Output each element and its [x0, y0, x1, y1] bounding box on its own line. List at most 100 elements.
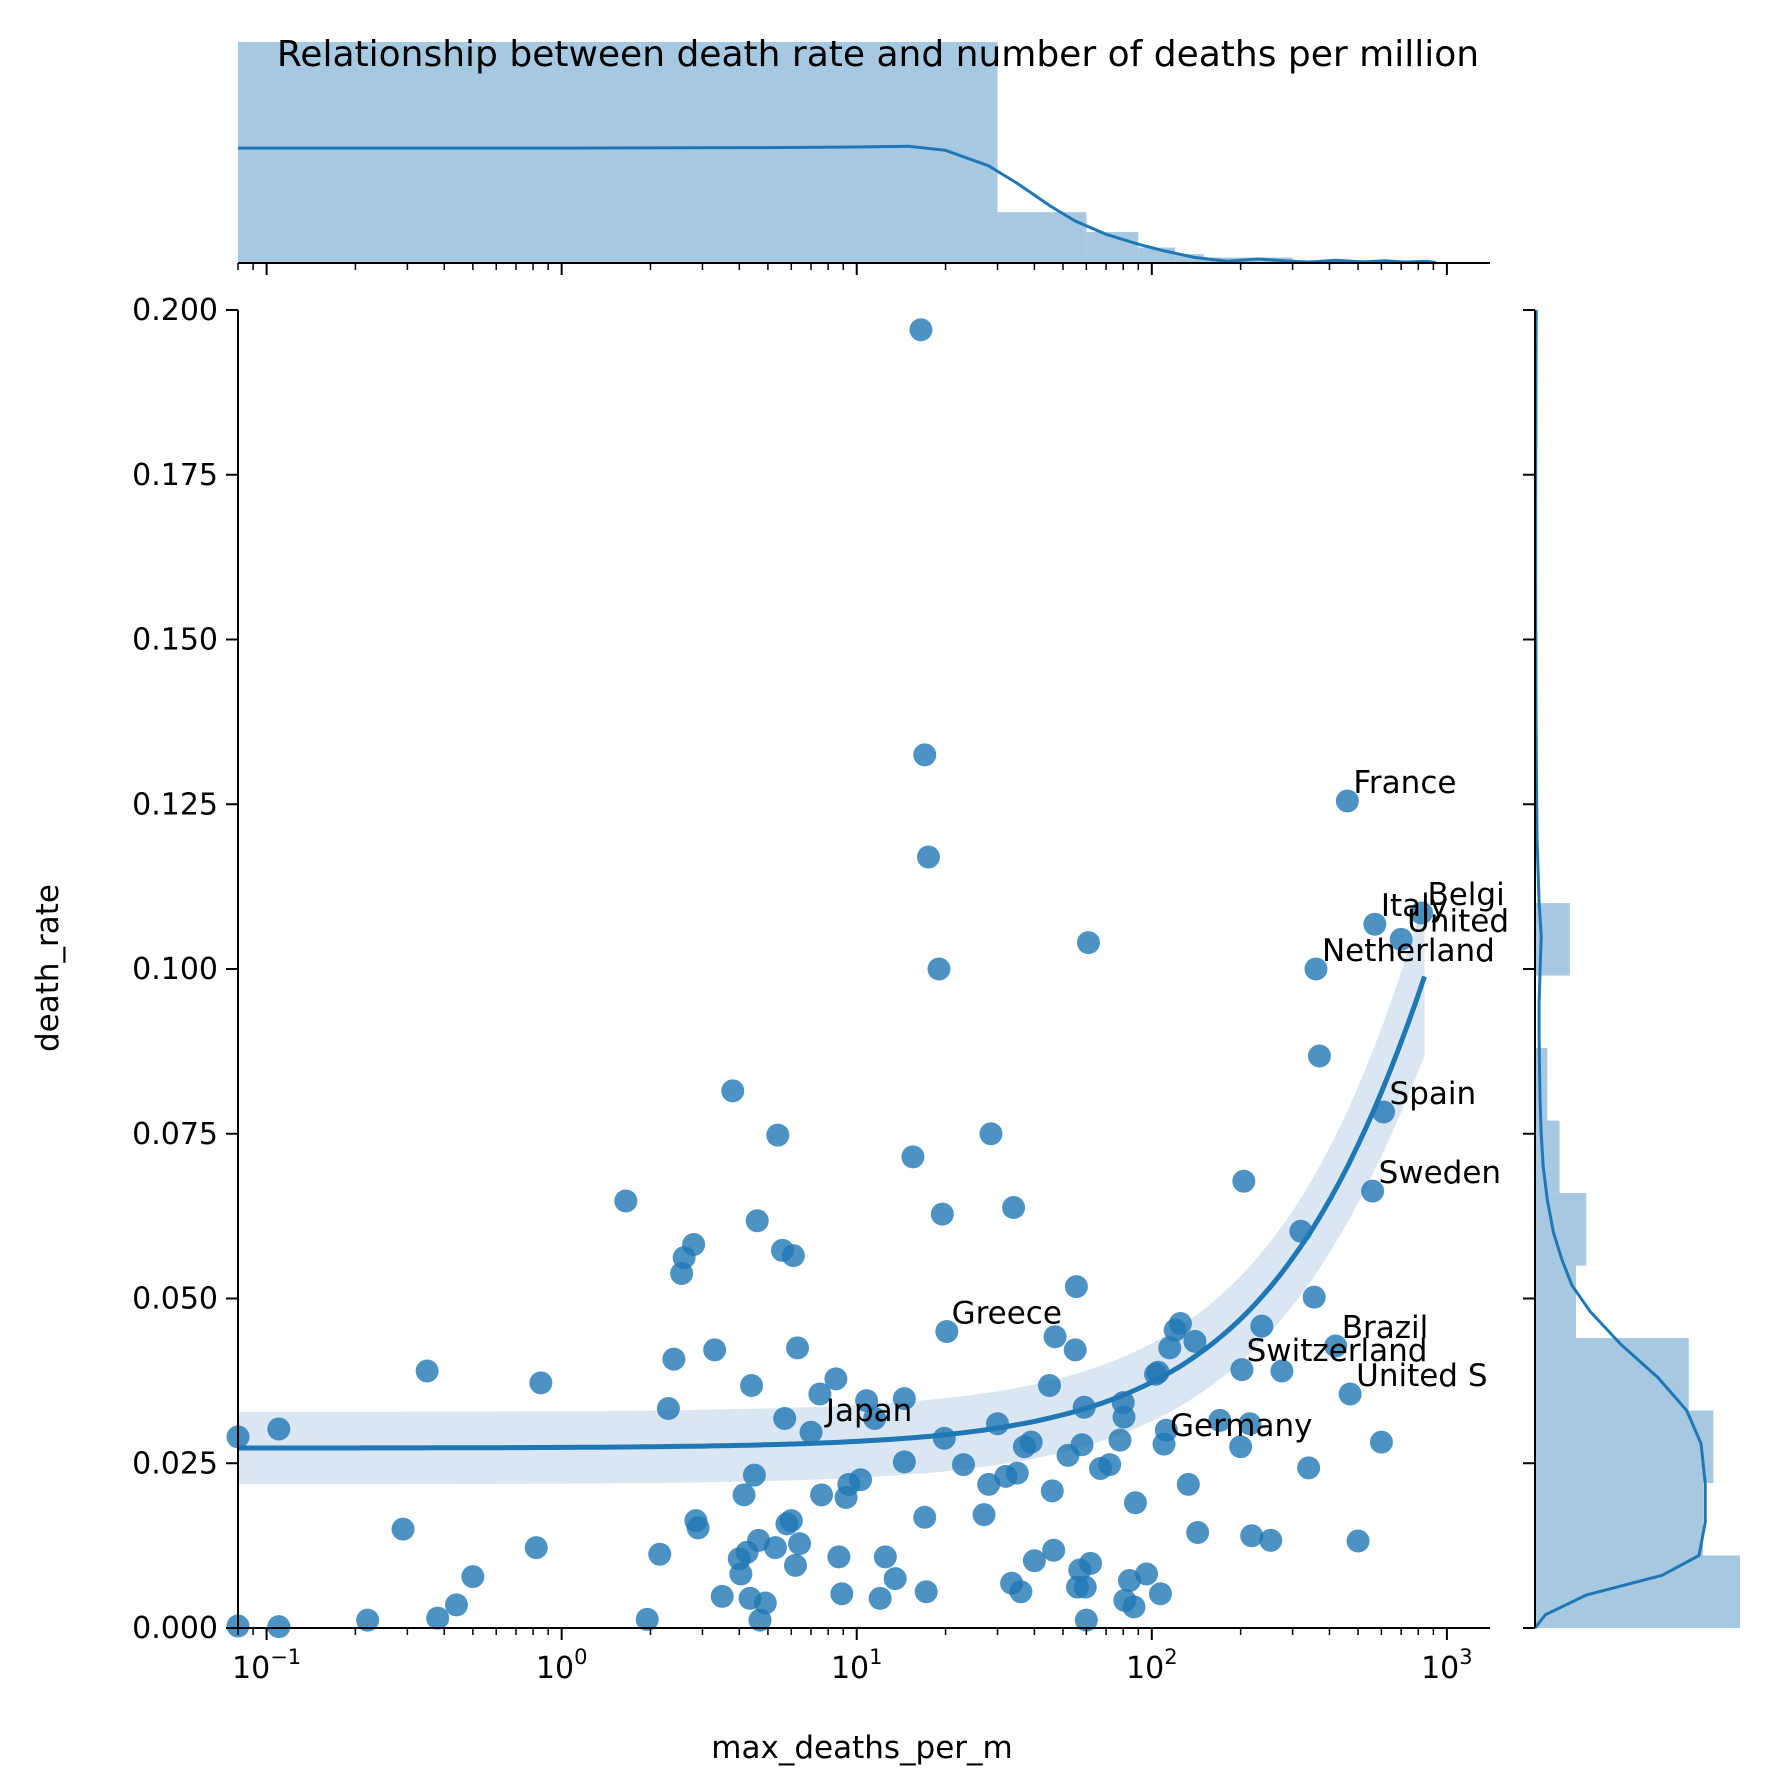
scatter-point: [1040, 1479, 1064, 1503]
scatter-point: [740, 1373, 764, 1397]
scatter-point: [1079, 1551, 1103, 1575]
scatter-point: [979, 1122, 1003, 1146]
histogram-bar: [1535, 1120, 1560, 1194]
y-tick-label: 0.175: [132, 458, 218, 493]
scatter-point: [444, 1593, 468, 1617]
scatter-point: [930, 1202, 954, 1226]
scatter-point: [656, 1397, 680, 1421]
scatter-point: [1307, 1044, 1331, 1068]
scatter-point: [827, 1545, 851, 1569]
x-tick-label: 103: [1421, 1645, 1473, 1686]
y-tick-label: 0.100: [132, 952, 218, 987]
scatter-point: [1074, 1608, 1098, 1632]
scatter-point: [524, 1536, 548, 1560]
point-label: France: [1353, 765, 1456, 801]
scatter-point: [356, 1608, 380, 1632]
scatter-point: [662, 1347, 686, 1371]
y-axis-title: death_rate: [30, 884, 66, 1052]
x-tick-label: 101: [831, 1645, 883, 1686]
point-label: Greece: [952, 1295, 1062, 1331]
scatter-point: [1063, 1338, 1087, 1362]
scatter-point: [391, 1517, 415, 1541]
chart-title: Relationship between death rate and numb…: [277, 34, 1479, 75]
scatter-point: [1259, 1528, 1283, 1552]
point-label: Sweden: [1379, 1155, 1502, 1191]
scatter-point: [426, 1606, 450, 1630]
scatter-point: [1005, 1461, 1029, 1485]
axes-group: 0.000 0.025 0.050 0.075 0.100 0.125 0.150 0.175…: [132, 262, 1536, 1686]
scatter-point: [614, 1189, 638, 1213]
scatter-point: [742, 1463, 766, 1487]
histogram-bar: [1535, 1338, 1689, 1411]
kde-curve: [238, 144, 1437, 265]
scatter-point: [753, 1591, 777, 1615]
scatter-point: [1112, 1405, 1136, 1429]
scatter-point: [783, 1553, 807, 1577]
scatter-point: [1270, 1359, 1294, 1383]
scatter-point: [913, 743, 937, 767]
histogram-bar: [997, 212, 1087, 263]
y-tick-label: 0.150: [132, 623, 218, 658]
scatter-point: [1338, 1382, 1362, 1406]
histogram-bar: [1535, 1483, 1704, 1556]
scatter-point: [901, 1145, 925, 1169]
scatter-point: [799, 1420, 823, 1444]
y-tick-label: 0.200: [132, 293, 218, 328]
scatter-point: [267, 1615, 291, 1639]
scatter-point: [1186, 1520, 1210, 1544]
y-tick-label: 0.050: [132, 1282, 218, 1317]
scatter-point: [1232, 1169, 1256, 1193]
scatter-point: [1361, 1179, 1385, 1203]
scatter-point: [786, 1336, 810, 1360]
x-axis-title: max_deaths_per_m: [711, 1730, 1012, 1766]
scatter-point: [1183, 1329, 1207, 1353]
scatter-point: [461, 1565, 485, 1589]
histogram-bar: [1175, 254, 1204, 263]
histogram-bar: [1535, 1555, 1740, 1628]
scatter-point: [951, 1453, 975, 1477]
point-label: Spain: [1390, 1076, 1477, 1112]
regression-line-group: [238, 975, 1427, 1451]
scatter-point: [1297, 1456, 1321, 1480]
scatter-point: [935, 1319, 959, 1343]
scatter-point: [1123, 1491, 1147, 1515]
scatter-point: [1073, 1575, 1097, 1599]
scatter-point: [1022, 1549, 1046, 1573]
scatter-point: [1064, 1275, 1088, 1299]
histogram-bar: [238, 42, 998, 263]
point-label: United S: [1356, 1358, 1487, 1394]
scatter-point: [682, 1232, 706, 1256]
scatter-point: [635, 1607, 659, 1631]
scatter-point: [721, 1079, 745, 1103]
point-label: Belgi: [1427, 877, 1504, 913]
scatter-point: [732, 1483, 756, 1507]
scatter-point: [648, 1542, 672, 1566]
scatter-point: [909, 318, 933, 342]
scatter-point: [1250, 1314, 1274, 1338]
scatter-point: [1369, 1430, 1393, 1454]
scatter-point: [1122, 1595, 1146, 1619]
scatter-point: [686, 1516, 710, 1540]
scatter-point: [788, 1532, 812, 1556]
scatter-point: [781, 1244, 805, 1268]
x-tick-label: 102: [1126, 1645, 1178, 1686]
scatter-point: [916, 845, 940, 869]
scatter-point: [1076, 931, 1100, 955]
y-tick-label: 0.125: [132, 787, 218, 822]
regression-line: [238, 975, 1427, 1451]
scatter-point: [913, 1505, 937, 1529]
scatter-point: [1176, 1472, 1200, 1496]
scatter-point: [1098, 1453, 1122, 1477]
scatter-point: [892, 1387, 916, 1411]
scatter-point: [868, 1586, 892, 1610]
scatter-point: [766, 1123, 790, 1147]
scatter-point: [415, 1359, 439, 1383]
scatter-point: [849, 1468, 873, 1492]
scatter-point: [883, 1567, 907, 1591]
scatter-point: [1230, 1358, 1254, 1382]
scatter-point: [703, 1338, 727, 1362]
scatter-point: [1135, 1562, 1159, 1586]
scatter-point: [892, 1450, 916, 1474]
point-label: Brazil: [1342, 1310, 1429, 1346]
